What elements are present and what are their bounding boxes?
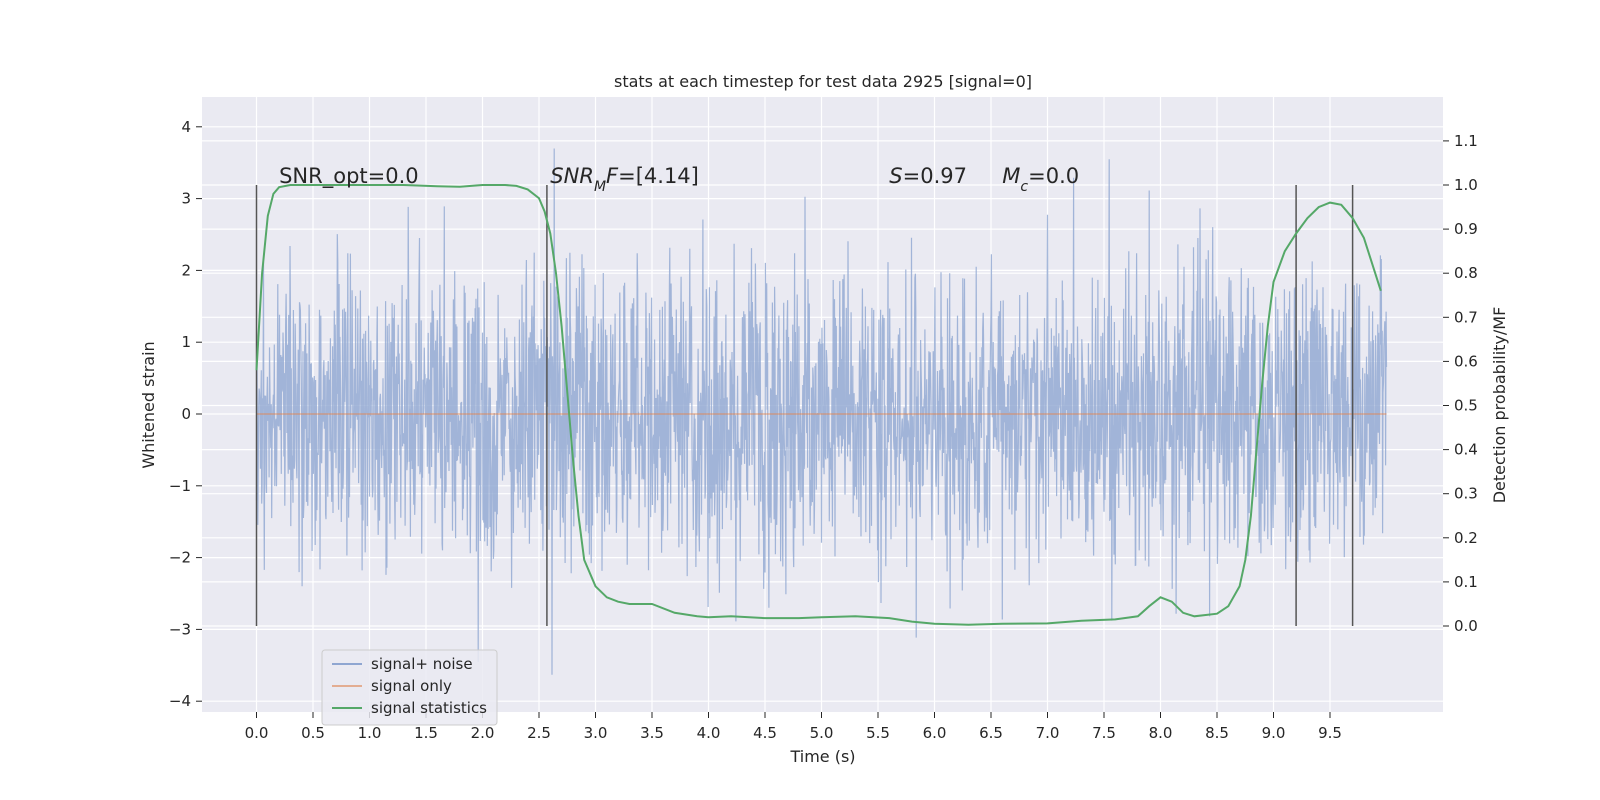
y-axis-label-left: Whitened strain xyxy=(139,341,158,468)
y-tick-label-right: 1.0 xyxy=(1454,176,1478,194)
series-signal-noise xyxy=(255,148,1388,675)
y-tick-label-right: 0.3 xyxy=(1454,485,1478,503)
annotation-text: Mc=0.0 xyxy=(1002,164,1079,195)
y-tick-label-left: −1 xyxy=(169,477,191,495)
y-tick-label-right: 0.5 xyxy=(1454,397,1478,415)
legend-label-signal-statistics: signal statistics xyxy=(371,699,487,717)
x-tick-label: 9.5 xyxy=(1318,724,1342,742)
y-tick-label-left: 0 xyxy=(181,405,191,423)
x-tick-label: 8.0 xyxy=(1149,724,1173,742)
y-tick-label-right: 0.8 xyxy=(1454,264,1478,282)
x-tick-label: 0.5 xyxy=(301,724,325,742)
x-axis-label: Time (s) xyxy=(789,747,855,766)
y-tick-label-right: 0.4 xyxy=(1454,441,1478,459)
x-tick-label: 3.0 xyxy=(584,724,608,742)
x-tick-label: 4.0 xyxy=(697,724,721,742)
y-tick-label-right: 0.0 xyxy=(1454,617,1478,635)
x-tick-label: 1.5 xyxy=(414,724,438,742)
x-tick-label: 5.5 xyxy=(866,724,890,742)
y-tick-label-left: 1 xyxy=(181,333,191,351)
x-tick-label: 6.5 xyxy=(979,724,1003,742)
x-tick-label: 1.0 xyxy=(358,724,382,742)
y-tick-label-left: 4 xyxy=(181,118,191,136)
x-tick-label: 8.5 xyxy=(1205,724,1229,742)
y-tick-label-right: 0.7 xyxy=(1454,308,1478,326)
x-tick-label: 7.0 xyxy=(1036,724,1060,742)
legend-label-signal-noise: signal+ noise xyxy=(371,655,473,673)
annotation-text: S=0.97 xyxy=(889,164,967,188)
y-tick-label-right: 0.2 xyxy=(1454,529,1478,547)
y-tick-label-right: 0.6 xyxy=(1454,352,1478,370)
x-tick-label: 9.0 xyxy=(1262,724,1286,742)
x-tick-label: 0.0 xyxy=(245,724,269,742)
legend-label-signal-only: signal only xyxy=(371,677,452,695)
x-tick-label: 5.0 xyxy=(810,724,834,742)
y-tick-label-left: 2 xyxy=(181,261,191,279)
x-tick-label: 6.0 xyxy=(923,724,947,742)
series-signal-statistics xyxy=(255,184,1382,626)
x-tick-label: 7.5 xyxy=(1092,724,1116,742)
y-tick-label-right: 1.1 xyxy=(1454,132,1478,150)
y-tick-label-left: −4 xyxy=(169,692,191,710)
chart-title: stats at each timestep for test data 292… xyxy=(614,72,1032,91)
y-tick-label-left: −3 xyxy=(169,620,191,638)
legend-box xyxy=(321,649,498,726)
x-tick-label: 2.0 xyxy=(471,724,495,742)
x-tick-label: 4.5 xyxy=(753,724,777,742)
x-tick-label: 3.5 xyxy=(640,724,664,742)
y-tick-label-left: 3 xyxy=(181,190,191,208)
x-tick-label: 2.5 xyxy=(527,724,551,742)
plot-area: 0.0 0.5 1.0 1.5 2.0 2.5 3.0 3.5 4.0 4.5 5.0 5.5 6.0 6… xyxy=(169,97,1478,742)
y-tick-label-right: 0.1 xyxy=(1454,573,1478,591)
y-axis-label-right: Detection probability/MF xyxy=(1490,307,1509,504)
y-tick-label-left: −2 xyxy=(169,549,191,567)
annotation-text: SNR_opt=0.0 xyxy=(279,164,419,189)
y-tick-label-right: 0.9 xyxy=(1454,220,1478,238)
legend: signal+ noise signal only signal statist… xyxy=(321,649,498,726)
annotation-text: SNRMF=[4.14] xyxy=(550,164,699,195)
